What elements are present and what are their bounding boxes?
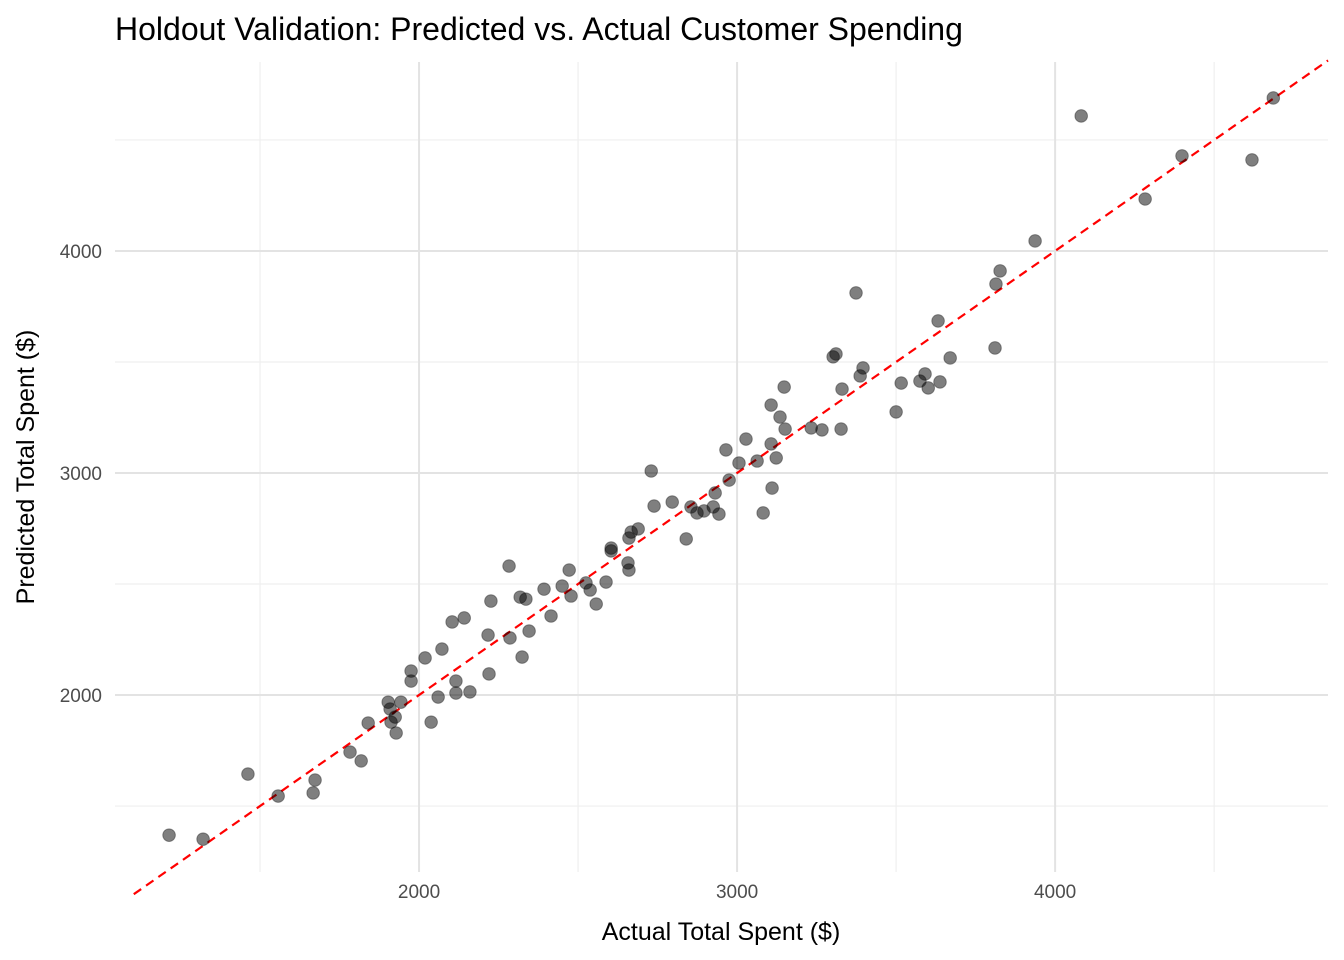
y-tick-label: 4000 (60, 242, 102, 263)
chart-title: Holdout Validation: Predicted vs. Actual… (115, 11, 963, 47)
y-tick-label: 3000 (60, 464, 102, 485)
data-point (647, 499, 661, 513)
data-point (604, 544, 618, 558)
data-point (562, 563, 576, 577)
data-point (449, 686, 463, 700)
data-point (424, 715, 438, 729)
data-point (722, 473, 736, 487)
data-point (988, 341, 1002, 355)
data-point (918, 367, 932, 381)
data-point (829, 347, 843, 361)
data-point (196, 832, 210, 846)
data-point (564, 589, 578, 603)
data-point (449, 674, 463, 688)
data-point (894, 376, 908, 390)
data-point (555, 579, 569, 593)
data-point (388, 710, 402, 724)
data-point (708, 486, 722, 500)
y-tick-label: 2000 (60, 686, 102, 707)
data-point (756, 506, 770, 520)
data-point (764, 398, 778, 412)
data-point (622, 563, 636, 577)
data-point (457, 611, 472, 625)
data-point (544, 609, 558, 623)
data-point (712, 507, 726, 521)
data-point (933, 375, 947, 389)
data-point (889, 405, 903, 419)
y-axis-label: Predicted Total Spent ($) (12, 330, 40, 605)
x-tick-label: 2000 (398, 882, 440, 903)
data-points (162, 91, 1281, 846)
data-point (1175, 149, 1189, 163)
data-point (815, 423, 829, 437)
data-point (849, 286, 863, 300)
data-point (778, 422, 792, 436)
data-point (765, 481, 779, 495)
data-point (522, 624, 536, 638)
data-point (769, 451, 784, 465)
data-point (1138, 192, 1152, 206)
grid (115, 62, 1328, 872)
data-point (389, 726, 403, 740)
data-point (989, 277, 1003, 291)
data-point (463, 685, 477, 699)
data-point (271, 789, 285, 803)
data-point (750, 454, 764, 468)
data-point (394, 695, 408, 709)
data-point (241, 767, 255, 781)
data-point (537, 582, 551, 596)
data-point (445, 615, 459, 629)
data-point (519, 592, 533, 606)
data-point (589, 597, 603, 611)
data-point (503, 631, 517, 645)
data-point (308, 773, 322, 787)
data-point (856, 361, 870, 375)
x-tick-label: 4000 (1034, 882, 1076, 903)
data-point (732, 456, 746, 470)
data-point (719, 443, 733, 457)
data-point (1028, 234, 1042, 248)
data-point (921, 381, 936, 395)
data-point (1266, 91, 1281, 105)
x-axis-label: Actual Total Spent ($) (602, 918, 841, 946)
data-point (834, 422, 848, 436)
data-point (644, 464, 659, 478)
data-point (773, 410, 787, 424)
data-point (835, 382, 849, 396)
data-point (484, 594, 498, 608)
data-point (631, 522, 645, 536)
data-point (665, 495, 680, 509)
data-point (777, 380, 791, 394)
data-point (515, 650, 529, 664)
data-point (583, 583, 597, 597)
data-point (599, 575, 613, 589)
data-point (431, 690, 445, 704)
data-point (361, 716, 375, 730)
data-point (739, 432, 753, 446)
data-point (306, 786, 320, 800)
tick-labels: 2000 3000 4000 2000 3000 4000 (60, 242, 1077, 903)
data-point (481, 628, 495, 642)
data-point (931, 314, 945, 328)
data-point (162, 828, 176, 842)
data-point (1074, 109, 1089, 123)
data-point (764, 437, 778, 451)
data-point (404, 674, 418, 688)
data-point (354, 754, 368, 768)
x-tick-label: 3000 (716, 882, 758, 903)
data-point (418, 651, 432, 665)
data-point (943, 351, 957, 365)
data-point (435, 642, 449, 656)
data-point (1245, 153, 1259, 167)
data-point (679, 532, 693, 546)
data-point (502, 559, 516, 573)
data-point (482, 667, 496, 681)
data-point (343, 745, 357, 759)
data-point (993, 264, 1007, 278)
